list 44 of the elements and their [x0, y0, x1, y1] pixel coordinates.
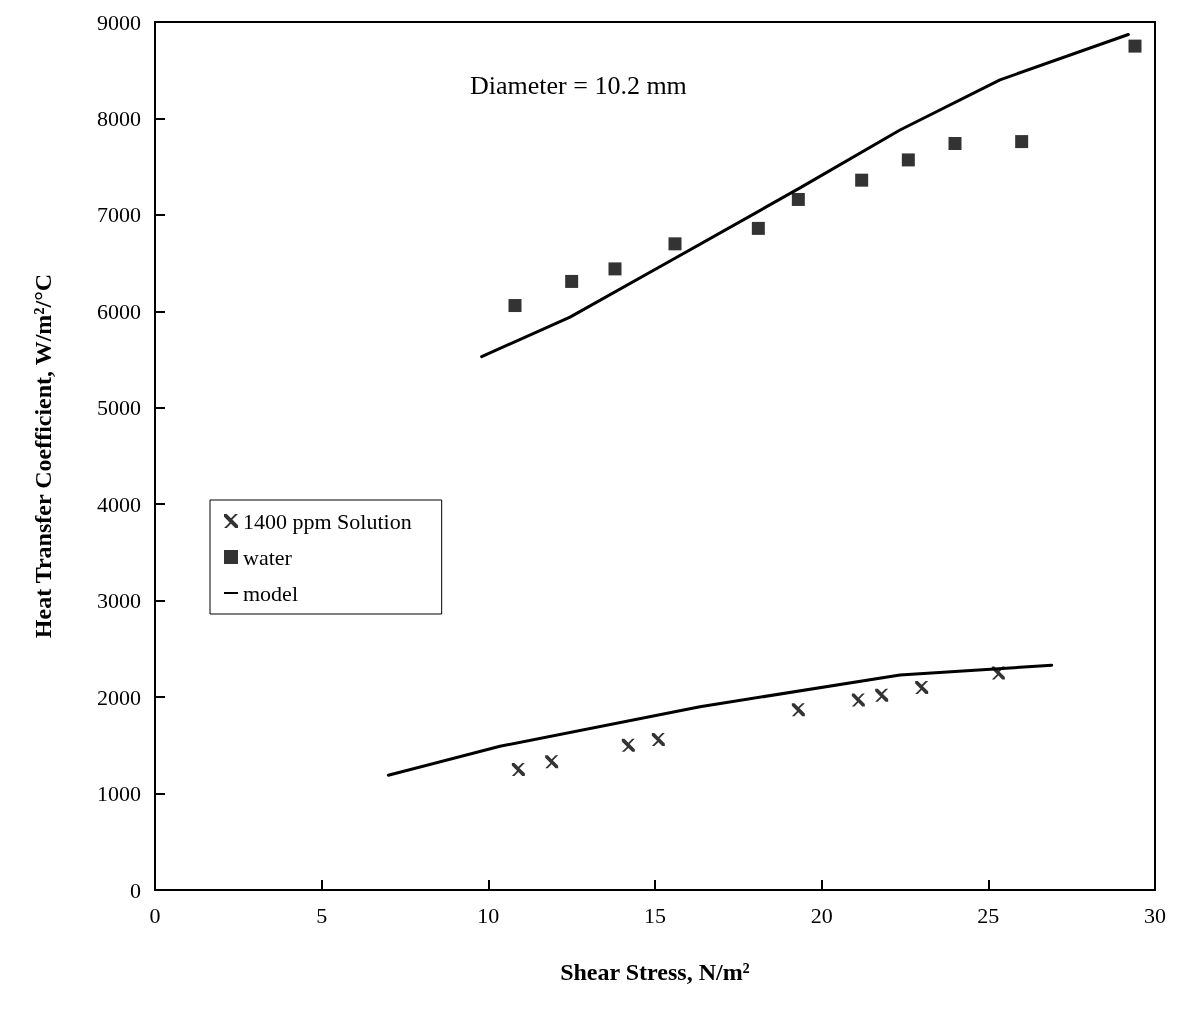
y-tick-label: 0	[130, 877, 141, 903]
y-tick-label: 5000	[97, 395, 141, 421]
y-tick-label: 3000	[97, 588, 141, 614]
y-axis-title: Heat Transfer Coefficient, W/m²/°C	[30, 273, 56, 639]
point	[855, 173, 869, 187]
point	[915, 680, 929, 694]
point	[1128, 39, 1142, 53]
y-tick-label: 4000	[97, 491, 141, 517]
y-tick-label: 6000	[97, 298, 141, 324]
y-tick-label: 7000	[97, 202, 141, 228]
annotation: Diameter = 10.2 mm	[470, 70, 687, 100]
y-tick-label: 9000	[97, 9, 141, 35]
point	[668, 237, 682, 251]
point	[621, 738, 635, 752]
point	[851, 693, 865, 707]
point	[948, 137, 962, 151]
x-tick-label: 5	[316, 902, 328, 928]
legend-label: 1400 ppm Solution	[243, 508, 412, 534]
x-tick-label: 25	[977, 902, 1000, 928]
point	[1015, 135, 1029, 149]
point	[875, 688, 889, 702]
line-series	[386, 663, 1054, 777]
point	[508, 299, 522, 313]
x-tick-label: 0	[149, 902, 161, 928]
x-tick-label: 10	[477, 902, 500, 928]
point	[901, 153, 915, 167]
x-tick-label: 20	[810, 902, 833, 928]
point	[651, 733, 665, 747]
point	[608, 262, 622, 276]
point	[791, 703, 805, 717]
y-tick-label: 1000	[97, 781, 141, 807]
y-tick-label: 2000	[97, 684, 141, 710]
x-axis-title: Shear Stress, N/m²	[560, 959, 750, 985]
point	[545, 755, 559, 769]
point	[565, 274, 579, 288]
point	[511, 762, 525, 776]
legend-label: model	[243, 580, 298, 606]
x-tick-label: 15	[644, 902, 666, 928]
x-tick-label: 30	[1144, 902, 1166, 928]
point	[991, 666, 1005, 680]
point	[791, 192, 805, 206]
legend-label: water	[243, 544, 293, 570]
point	[751, 221, 765, 235]
y-tick-label: 8000	[97, 105, 141, 131]
